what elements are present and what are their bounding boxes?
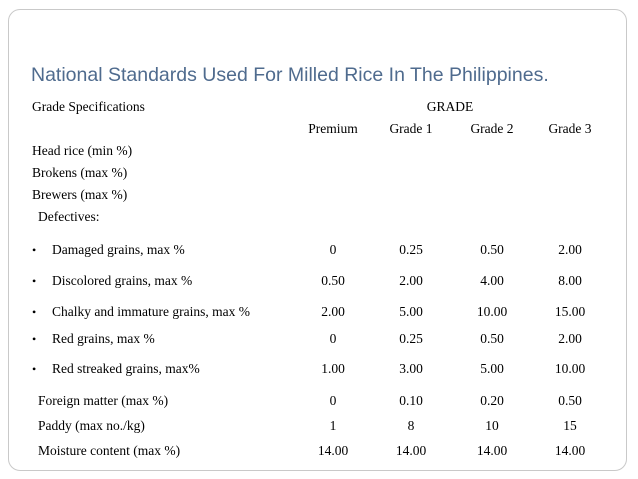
cell-discolored-grade-3: 8.00 xyxy=(558,273,582,288)
row-label-head-rice: Head rice (min %) xyxy=(32,143,133,158)
cell-damaged-grade-3: 2.00 xyxy=(558,242,582,257)
row-label-brewers: Brewers (max %) xyxy=(32,187,128,202)
row-label-red-streaked-grains: Red streaked grains, max% xyxy=(52,361,200,376)
column-header-grade-1: Grade 1 xyxy=(389,121,433,136)
bullet-icon: • xyxy=(32,362,37,376)
row-label-foreign-matter: Foreign matter (max %) xyxy=(38,393,169,408)
defectives-label: Defectives: xyxy=(38,209,100,224)
row-label-paddy: Paddy (max no./kg) xyxy=(38,418,145,433)
cell-paddy-premium: 1 xyxy=(329,418,337,433)
bullet-icon: • xyxy=(32,274,37,288)
column-header-grade-2: Grade 2 xyxy=(470,121,514,136)
bullet-icon: • xyxy=(32,243,37,257)
row-label-brokens: Brokens (max %) xyxy=(32,165,128,180)
cell-foreign-grade-3: 0.50 xyxy=(558,393,582,408)
cell-foreign-grade-2: 0.20 xyxy=(480,393,504,408)
cell-damaged-grade-2: 0.50 xyxy=(480,242,504,257)
cell-moisture-grade-1: 14.00 xyxy=(395,443,427,458)
cell-red-streaked-premium: 1.00 xyxy=(321,361,345,376)
cell-damaged-premium: 0 xyxy=(329,242,337,257)
row-label-damaged-grains: Damaged grains, max % xyxy=(52,242,185,257)
slide-frame xyxy=(8,9,627,471)
column-header-grade-3: Grade 3 xyxy=(548,121,592,136)
row-label-red-grains: Red grains, max % xyxy=(52,331,155,346)
bullet-icon: • xyxy=(32,332,37,346)
grade-header: GRADE xyxy=(426,99,474,114)
grade-specifications-header: Grade Specifications xyxy=(32,99,145,114)
cell-red-premium: 0 xyxy=(329,331,337,346)
cell-red-grade-3: 2.00 xyxy=(558,331,582,346)
row-label-discolored-grains: Discolored grains, max % xyxy=(52,273,193,288)
cell-discolored-premium: 0.50 xyxy=(321,273,345,288)
cell-paddy-grade-1: 8 xyxy=(407,418,415,433)
bullet-icon: • xyxy=(32,305,37,319)
cell-moisture-premium: 14.00 xyxy=(317,443,349,458)
cell-red-streaked-grade-3: 10.00 xyxy=(554,361,586,376)
cell-chalky-grade-2: 10.00 xyxy=(476,304,508,319)
cell-chalky-premium: 2.00 xyxy=(321,304,345,319)
cell-chalky-grade-1: 5.00 xyxy=(399,304,423,319)
cell-discolored-grade-2: 4.00 xyxy=(480,273,504,288)
cell-moisture-grade-2: 14.00 xyxy=(476,443,508,458)
cell-foreign-grade-1: 0.10 xyxy=(399,393,423,408)
row-label-moisture-content: Moisture content (max %) xyxy=(38,443,181,458)
cell-discolored-grade-1: 2.00 xyxy=(399,273,423,288)
cell-moisture-grade-3: 14.00 xyxy=(554,443,586,458)
cell-paddy-grade-3: 15 xyxy=(563,418,577,433)
cell-foreign-premium: 0 xyxy=(329,393,337,408)
column-header-premium: Premium xyxy=(308,121,358,136)
cell-red-streaked-grade-2: 5.00 xyxy=(480,361,504,376)
cell-chalky-grade-3: 15.00 xyxy=(554,304,586,319)
cell-red-grade-2: 0.50 xyxy=(480,331,504,346)
cell-red-streaked-grade-1: 3.00 xyxy=(399,361,423,376)
cell-red-grade-1: 0.25 xyxy=(399,331,423,346)
cell-paddy-grade-2: 10 xyxy=(485,418,499,433)
row-label-chalky-grains: Chalky and immature grains, max % xyxy=(52,304,250,319)
cell-damaged-grade-1: 0.25 xyxy=(399,242,423,257)
slide-title: National Standards Used For Milled Rice … xyxy=(31,64,549,86)
